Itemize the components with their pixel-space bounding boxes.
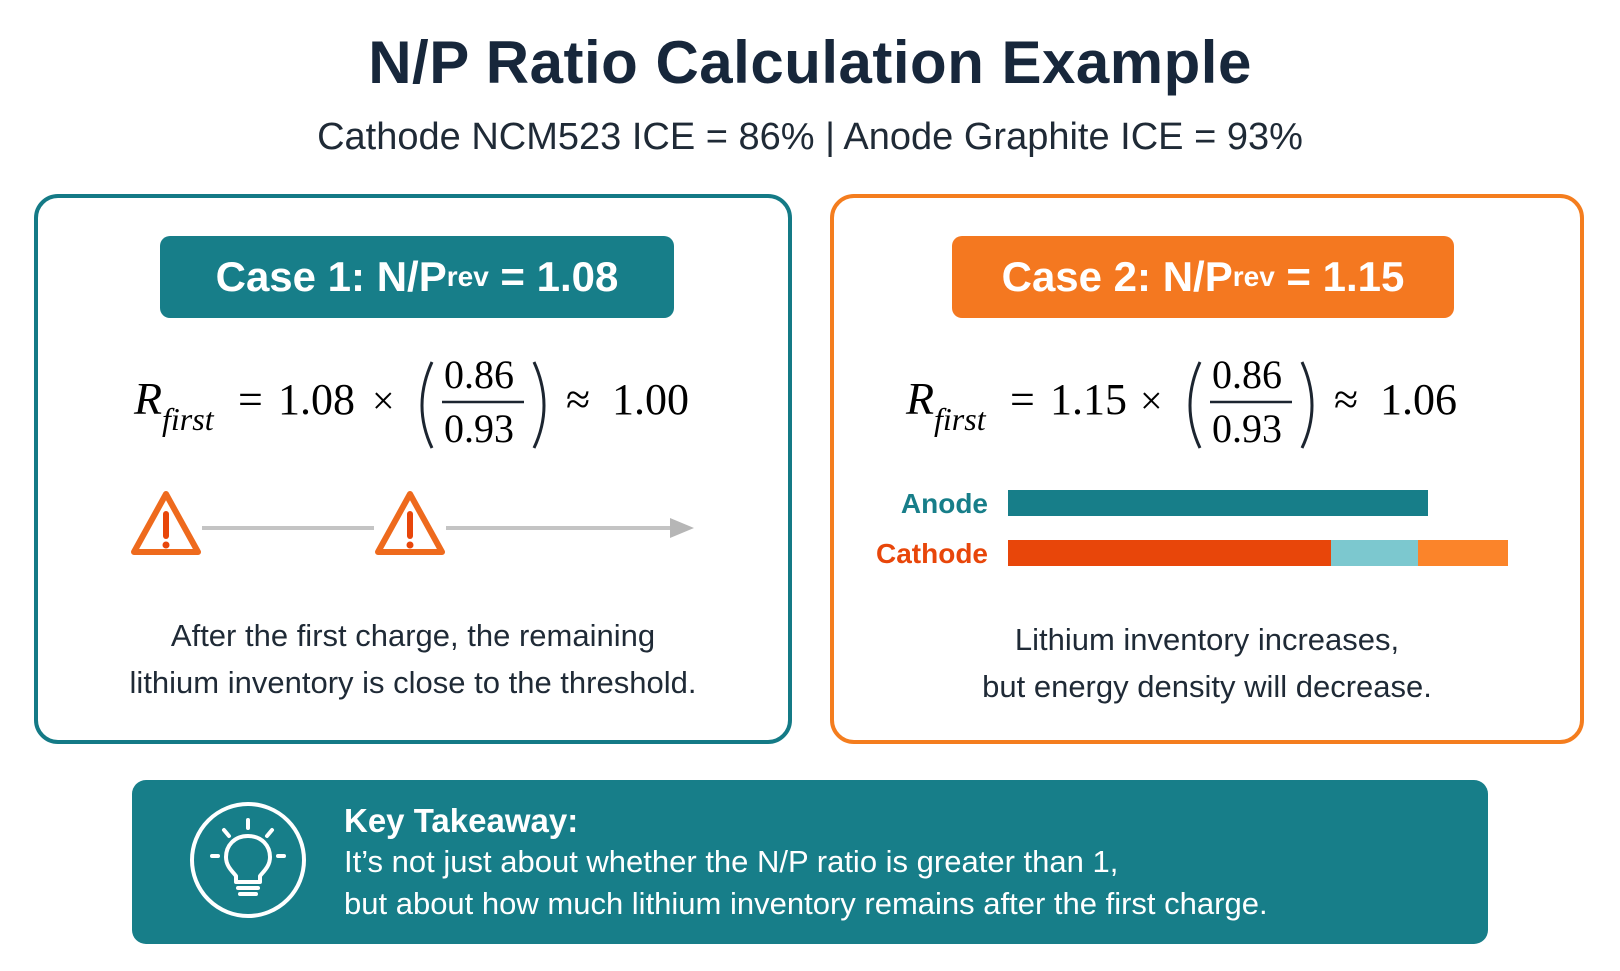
- formula-multiplier: 1.15: [1050, 375, 1127, 424]
- anode-label: Anode: [900, 488, 988, 519]
- formula-result: 1.00: [612, 375, 689, 424]
- case2-badge: Case 2: N/P rev = 1.15: [952, 236, 1454, 318]
- capacity-bars: [1008, 490, 1508, 570]
- formula-approx: ≈: [566, 375, 590, 424]
- formula-times: ×: [372, 378, 395, 423]
- case1-note: After the first charge, the remaining li…: [38, 612, 788, 706]
- formula-times: ×: [1140, 378, 1163, 423]
- formula-multiplier: 1.08: [278, 375, 355, 424]
- formula-approx: ≈: [1334, 375, 1358, 424]
- right-paren: [1300, 361, 1314, 449]
- lightbulb-icon: [190, 802, 306, 918]
- case2-note-line1: Lithium inventory increases,: [1014, 622, 1400, 657]
- takeaway-line1: It’s not just about whether the N/P rati…: [344, 844, 1119, 879]
- formula-lhs: R: [905, 373, 934, 424]
- case1-panel: Case 1: N/P rev = 1.08 R first = 1.08 × 0…: [34, 194, 792, 744]
- left-paren: [1188, 361, 1202, 449]
- formula-lhs-sub: first: [934, 401, 987, 437]
- formula-numerator: 0.86: [1212, 352, 1282, 397]
- anode-bar: [1008, 490, 1428, 516]
- formula-result: 1.06: [1380, 375, 1457, 424]
- formula-equals: =: [238, 375, 263, 424]
- case2-note: Lithium inventory increases, but energy …: [834, 616, 1580, 710]
- case1-badge: Case 1: N/P rev = 1.08: [160, 236, 674, 318]
- takeaway-title: Key Takeaway:: [344, 802, 579, 839]
- case1-label-value: = 1.08: [488, 253, 619, 300]
- case2-note-line2: but energy density will decrease.: [982, 669, 1432, 704]
- right-paren: [532, 361, 546, 449]
- case1-note-line1: After the first charge, the remaining: [170, 618, 656, 653]
- formula-equals: =: [1010, 375, 1035, 424]
- formula-lhs-sub: first: [162, 401, 215, 437]
- left-paren: [420, 361, 434, 449]
- case2-label-value: = 1.15: [1274, 253, 1405, 300]
- formula-denominator: 0.93: [1212, 406, 1282, 451]
- cathode-label: Cathode: [876, 538, 988, 569]
- page-subtitle: Cathode NCM523 ICE = 86% | Anode Graphit…: [317, 116, 1303, 158]
- key-takeaway-box: Key Takeaway: It’s not just about whethe…: [132, 780, 1488, 944]
- cathode-bar-excess: [1330, 540, 1418, 566]
- arrow-head-icon: [670, 518, 694, 538]
- case1-note-line2: lithium inventory is close to the thresh…: [129, 665, 697, 700]
- case2-label-main: Case 2: N/P: [1001, 253, 1233, 300]
- case2-panel: Case 2: N/P rev = 1.15 R first = 1.15 × 0…: [830, 194, 1584, 744]
- warning-triangle-icon: [131, 491, 201, 555]
- case1-formula: R first = 1.08 × 0.86 0.93 ≈ 1.00: [38, 348, 788, 478]
- formula-denominator: 0.93: [444, 406, 514, 451]
- case1-threshold-line: [131, 491, 694, 555]
- case1-label-main: Case 1: N/P: [215, 253, 447, 300]
- page-title: N/P Ratio Calculation Example: [368, 29, 1252, 96]
- formula-lhs: R: [133, 373, 162, 424]
- takeaway-line2: but about how much lithium inventory rem…: [344, 886, 1268, 921]
- warning-triangle-icon: [375, 491, 445, 555]
- cathode-bar-remaining: [1418, 540, 1508, 566]
- cathode-bar-used: [1008, 540, 1331, 566]
- case2-formula: R first = 1.15 × 0.86 0.93 ≈ 1.06: [834, 348, 1580, 478]
- formula-numerator: 0.86: [444, 352, 514, 397]
